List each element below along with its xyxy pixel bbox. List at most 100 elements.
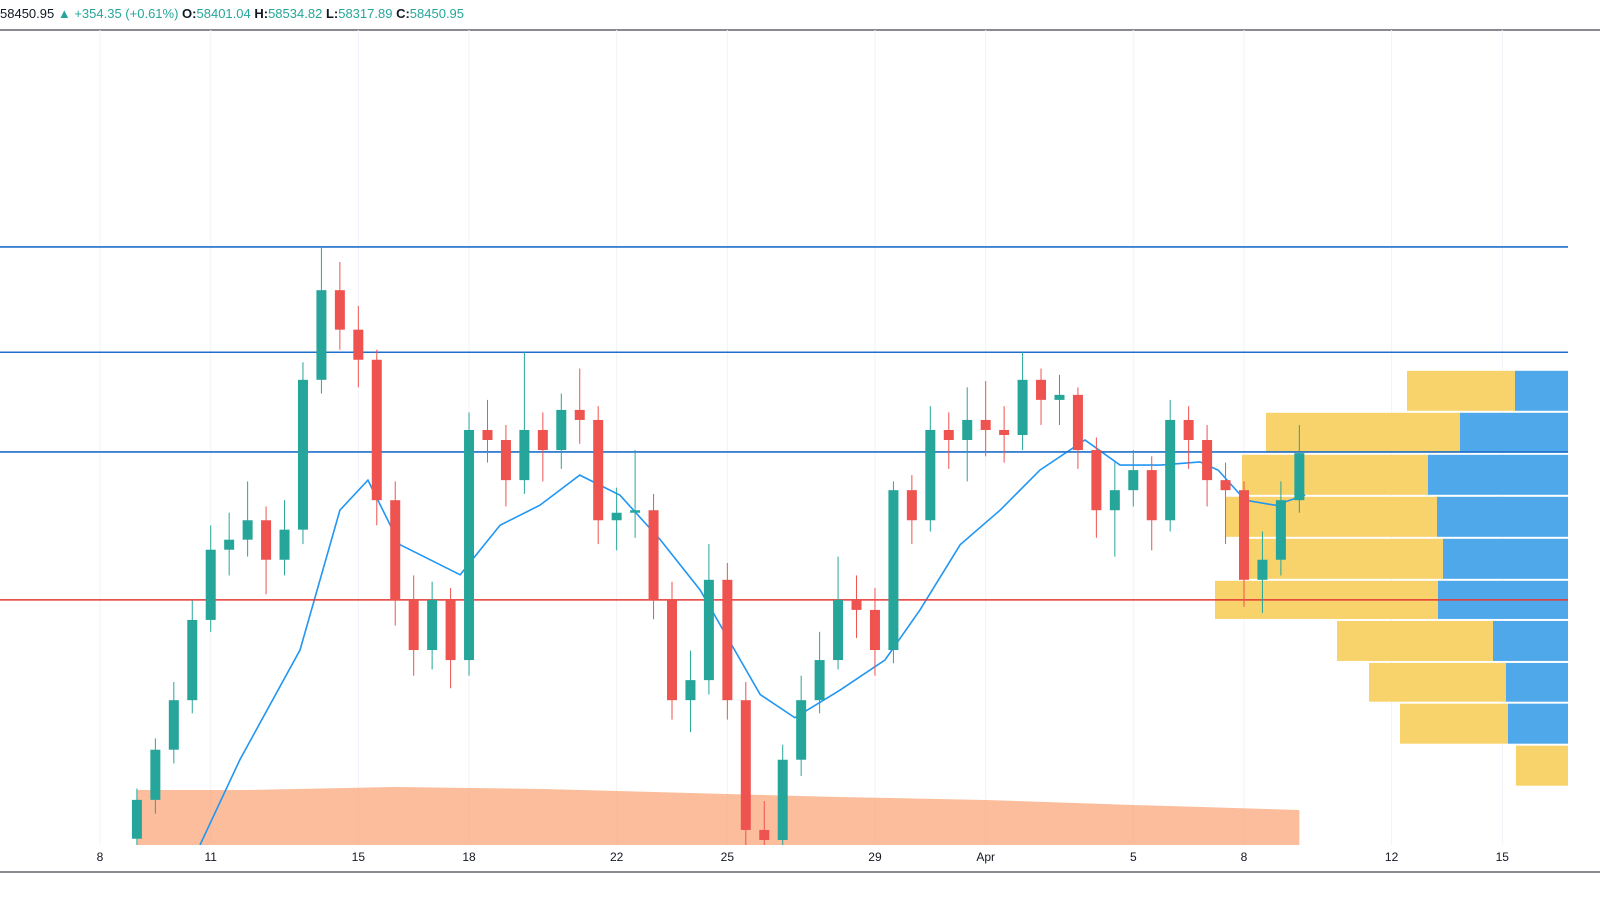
candle-body	[1128, 470, 1139, 491]
value: 58450.95	[409, 6, 465, 21]
candle-body	[334, 290, 345, 330]
value: 58534.82	[268, 6, 323, 21]
profile-down	[1243, 538, 1443, 579]
label: C:	[396, 6, 410, 21]
candle-body	[759, 829, 770, 840]
profile-up	[1508, 703, 1568, 744]
candle-body	[888, 490, 899, 651]
x-tick-label: 18	[462, 850, 476, 864]
candle-body	[796, 700, 807, 760]
candle-body	[814, 660, 825, 701]
change: ▲ +354.35 (+0.61%)	[57, 6, 179, 21]
candle-body	[224, 539, 235, 550]
candle-body	[1036, 379, 1047, 400]
candle-body	[242, 520, 253, 540]
candle-body	[685, 680, 696, 701]
candle-body	[1109, 490, 1120, 511]
candle-body	[611, 512, 622, 521]
profile-up	[1437, 496, 1568, 537]
volume-area	[136, 787, 1300, 845]
candle-body	[1091, 450, 1102, 511]
profile-down	[1337, 620, 1493, 661]
profile-up	[1515, 370, 1568, 411]
candle-body	[1183, 419, 1194, 441]
candle-body	[261, 520, 272, 560]
value: 58317.89	[338, 6, 393, 21]
time-axis: 8 11 15 18 22 25 29 Apr 5 8 12 15	[97, 850, 1510, 864]
x-tick-label: 8	[97, 850, 104, 864]
candle-body	[131, 799, 142, 839]
candle-body	[408, 599, 419, 651]
profile-down	[1407, 370, 1515, 411]
candle-body	[740, 700, 751, 830]
label: H:	[254, 6, 269, 21]
profile-up	[1443, 538, 1568, 579]
x-tick-label: 11	[204, 850, 217, 864]
candle-body	[980, 419, 991, 430]
x-tick-label: 25	[721, 850, 735, 864]
candle-body	[205, 549, 216, 620]
last-price: 58450.95	[0, 6, 55, 21]
profile-up	[1493, 620, 1568, 661]
candle-body	[556, 409, 567, 451]
legend-header: 58450.95 ▲ +354.35 (+0.61%) O:58401.04 H…	[0, 6, 464, 21]
x-tick-label: 22	[610, 850, 624, 864]
profile-down	[1266, 412, 1460, 453]
candle-body	[1072, 394, 1083, 451]
candle-body	[630, 510, 641, 513]
candle-body	[943, 429, 954, 441]
candle-body	[703, 579, 714, 681]
candle-body	[1146, 470, 1157, 521]
candle-body	[427, 599, 438, 651]
candle-body	[1165, 419, 1176, 521]
candle-body	[1238, 490, 1249, 580]
candle-body	[1220, 480, 1231, 491]
candle-body	[297, 379, 308, 530]
x-tick-label: 5	[1130, 850, 1137, 864]
candle-body	[962, 419, 973, 441]
moving-average	[199, 439, 1306, 845]
candle-body	[906, 490, 917, 521]
candle-body	[445, 599, 456, 661]
value: 58401.04	[196, 6, 251, 21]
candle-body	[777, 759, 788, 840]
candle-body	[648, 510, 659, 600]
candle-body	[722, 579, 733, 701]
x-tick-label: 15	[352, 850, 366, 864]
candle-body	[925, 429, 936, 521]
profile-down	[1242, 454, 1428, 495]
candle-body	[1054, 394, 1065, 400]
profile-down	[1369, 662, 1506, 702]
profile-up	[1460, 412, 1568, 453]
candle-body	[1202, 440, 1213, 481]
x-tick-label: 29	[868, 850, 882, 864]
x-tick-label: 12	[1385, 850, 1399, 864]
candle-body	[1017, 379, 1028, 435]
candle-body	[593, 419, 604, 521]
candle-body	[316, 290, 327, 380]
candle-body	[482, 429, 493, 441]
candle-body	[150, 749, 161, 800]
label: L:	[325, 6, 339, 21]
profile-down	[1516, 745, 1568, 786]
candle-body	[1294, 453, 1305, 501]
candle-body	[869, 609, 880, 651]
candle-body	[464, 429, 475, 661]
x-tick-label: Apr	[976, 850, 995, 864]
candle-body	[390, 500, 401, 600]
candle-body	[999, 429, 1010, 435]
profile-down	[1400, 703, 1508, 744]
candle-body	[371, 359, 382, 501]
profile-up	[1506, 662, 1568, 702]
candle-body	[1257, 559, 1268, 580]
candle-body	[667, 599, 677, 701]
candle-body	[279, 529, 290, 560]
plot-area	[0, 246, 1568, 845]
x-tick-label: 8	[1241, 850, 1248, 864]
candle-body	[353, 329, 364, 360]
candle-body	[500, 440, 511, 481]
candle-body	[187, 619, 198, 701]
profile-up	[1428, 454, 1568, 495]
